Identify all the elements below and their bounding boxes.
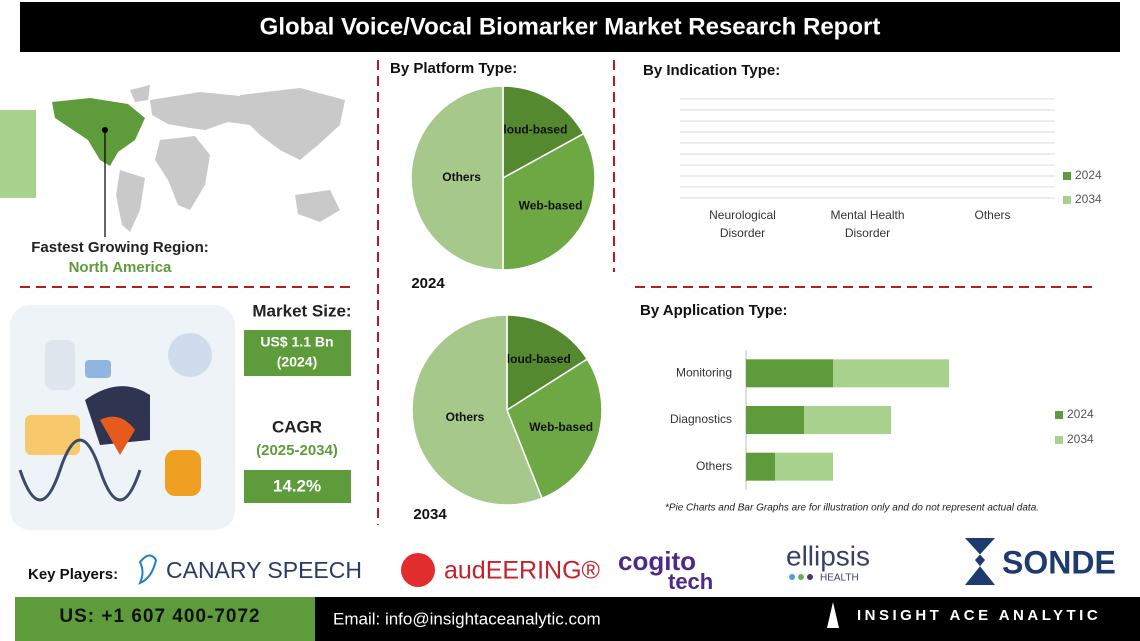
region-value: North America [69,259,172,276]
slice-label: Web-based [529,420,593,434]
legend-label: 2024 [1075,168,1102,182]
pie-slice [502,132,596,271]
player-logo: audEERING® [444,557,601,585]
bar [804,406,891,434]
ellipsis-dot [798,574,804,580]
title: Global Voice/Vocal Biomarker Market Rese… [260,13,881,40]
audeering-icon [401,553,435,587]
x-tick-label: Others [974,208,1011,222]
bar [833,359,949,388]
bar [746,406,804,434]
y-tick-label: Diagnostics [670,412,732,426]
footer-brand: INSIGHT ACE ANALYTIC [857,607,1101,624]
note: *Pie Charts and Bar Graphs are for illus… [665,503,1039,514]
slice-label: Others [446,410,485,424]
slice-label: Cloud-based [495,123,568,137]
speaker [45,340,75,390]
legend-label: 2034 [1067,432,1094,446]
head [168,333,212,377]
market-size-value: US$ 1.1 Bn [260,334,333,350]
greenland [130,85,150,102]
title-bar [20,2,1120,52]
pie-slice [506,314,589,412]
north-america [52,98,145,166]
cagr-value: 14.2% [273,476,321,495]
pie-year: 2024 [411,275,445,292]
cagr-label: CAGR [272,417,322,436]
south-america [116,170,145,232]
pie-year: 2034 [413,506,447,523]
player-logo: ellipsis [786,540,870,571]
bar [0,154,36,198]
cagr-period: (2025-2034) [256,442,338,459]
world-map [116,85,345,232]
legend-label: 2034 [1075,192,1102,206]
bar [746,359,833,388]
canary-icon [138,554,158,585]
asia [240,88,345,160]
market-size-year: (2024) [277,354,317,370]
player-logo: HEALTH [820,573,859,584]
pie-slice [502,85,585,180]
legend-swatch [1063,172,1071,180]
player-logo: SONDE [1002,544,1116,580]
sonde-icon [965,538,995,585]
bar [746,452,775,481]
chart-title: By Application Type: [640,302,788,319]
footer-email: Email: info@insightaceanalytic.com [333,609,601,628]
illustration [10,305,235,530]
europe-asia [150,92,262,130]
wave-box [25,415,80,455]
legend-swatch [1063,196,1071,204]
pie-slice [410,85,504,271]
y-tick-label: Others [696,459,732,473]
australia [295,190,340,222]
ellipsis-dot [789,574,795,580]
brand-icon [827,602,839,628]
pie-slice [506,358,603,500]
legend-swatch [1055,411,1063,419]
player-logo: CANARY SPEECH [166,557,362,583]
mic [165,450,201,496]
footer-phone-bg [15,597,315,641]
region-label: Fastest Growing Region: [31,239,209,256]
dividers [20,60,1092,525]
player-logo: tech [668,569,713,594]
market-size-label: Market Size: [252,301,351,320]
cagr-box [244,470,351,503]
y-tick-label: Monitoring [676,366,732,380]
chat-bubble [85,360,111,378]
africa [155,136,210,210]
chart-title: By Platform Type: [390,60,517,77]
legend-label: 2024 [1067,407,1094,421]
market-size-box [244,330,351,376]
wave [18,438,142,502]
chart-title: By Indication Type: [643,62,780,79]
x-tick-label: Neurological Disorder [709,208,776,240]
slice-label: Web-based [519,198,583,212]
key-players-label: Key Players: [28,566,118,583]
player-logo: cogito [618,546,696,576]
legend-swatch [1055,436,1063,444]
footer-bg [315,597,1140,641]
pie-slice [411,314,543,506]
slice-label: Others [442,170,481,184]
ellipsis-dot [807,574,813,580]
slice-label: Cloud-based [498,352,571,366]
x-tick-label: Mental Health Disorder [830,208,905,240]
bar [775,452,833,481]
footer-phone: US: +1 607 400-7072 [59,606,260,627]
face [100,416,135,455]
